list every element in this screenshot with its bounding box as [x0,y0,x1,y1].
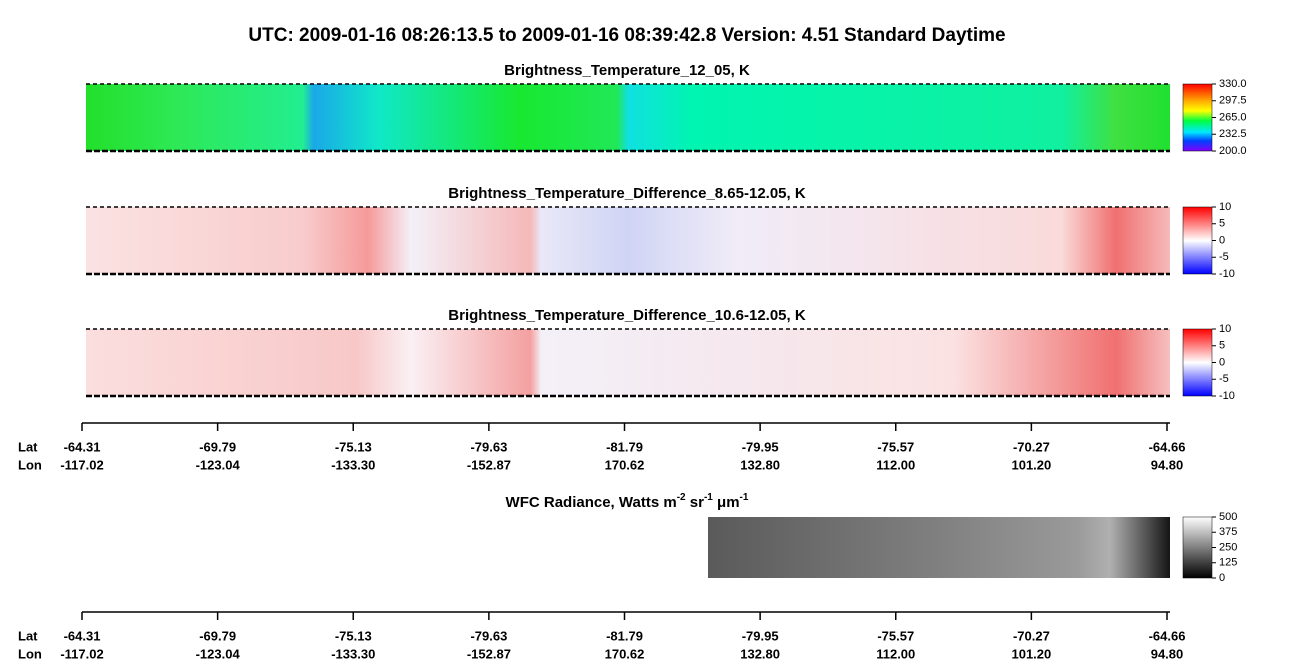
lon-label: -117.02 [60,457,103,472]
colorbar-label: 265.0 [1219,111,1247,123]
lon-label: 112.00 [876,457,915,472]
image-strip [86,84,1170,151]
colorbar-label: -10 [1219,268,1235,280]
colorbar-label: 5 [1219,218,1225,230]
lat-label: -69.79 [199,439,236,454]
lat-label: -70.27 [1013,439,1050,454]
colorbar-label: 232.5 [1219,128,1247,140]
lon-label: 94.80 [1151,457,1184,472]
lon-label: -152.87 [467,457,511,472]
colorbar-label: 10 [1219,323,1231,335]
colorbar-label: -10 [1219,390,1235,402]
lon-label: 132.80 [740,646,780,661]
lon-label: 94.80 [1151,646,1184,661]
colorbar-label: 200.0 [1219,145,1247,157]
row-label: Lon [18,646,42,661]
colorbar-label: 297.5 [1219,95,1247,107]
lat-label: -79.63 [470,439,507,454]
image-strip [86,207,1170,274]
title-part: sr [686,494,705,511]
lat-label: -64.66 [1149,439,1186,454]
row-label: Lat [18,628,38,643]
title-part: -1 [704,492,713,503]
lat-label: -75.13 [335,628,372,643]
colorbar [1182,516,1213,579]
lon-label: -123.04 [196,646,241,661]
colorbar [1182,83,1213,152]
lon-label: -117.02 [60,646,103,661]
colorbar-label: 330.0 [1219,78,1247,90]
lat-label: -69.79 [199,628,236,643]
lon-label: -133.30 [331,646,375,661]
wfc-image [708,517,1170,578]
lat-label: -75.57 [877,439,914,454]
colorbar-label: -5 [1219,251,1229,263]
lat-label: -64.31 [64,628,101,643]
colorbar-label: 250 [1219,541,1237,553]
lon-label: 170.62 [605,646,645,661]
lat-label: -79.63 [470,628,507,643]
row-label: Lat [18,439,38,454]
colorbar-label: 0 [1219,356,1225,368]
lon-label: 170.62 [605,457,645,472]
lat-label: -70.27 [1013,628,1050,643]
colorbar-label: 375 [1219,526,1237,538]
lat-label: -79.95 [742,439,779,454]
colorbar-label: 10 [1219,201,1231,213]
title-part: WFC Radiance, Watts m [506,494,677,511]
colorbar-label: 0 [1219,234,1225,246]
lat-label: -75.13 [335,439,372,454]
panel-title: Brightness_Temperature_Difference_8.65-1… [448,185,806,202]
lat-label: -81.79 [606,628,643,643]
colorbar-label: 0 [1219,572,1225,584]
colorbar [1182,206,1213,275]
lat-label: -64.66 [1149,628,1186,643]
lon-label: 112.00 [876,646,915,661]
page-title: UTC: 2009-01-16 08:26:13.5 to 2009-01-16… [248,25,1005,46]
lon-label: -123.04 [196,457,241,472]
lat-label: -75.57 [877,628,914,643]
title-part: -1 [740,492,749,503]
panel-title: Brightness_Temperature_Difference_10.6-1… [448,307,806,324]
title-part: μm [713,494,740,511]
colorbar-label: 5 [1219,340,1225,352]
lat-label: -64.31 [64,439,101,454]
lat-label: -79.95 [742,628,779,643]
panel-title: Brightness_Temperature_12_05, K [504,62,750,79]
image-strip [86,329,1170,396]
lon-label: -133.30 [331,457,375,472]
panel-title: WFC Radiance, Watts m-2 sr-1 μm-1 [506,492,749,511]
lon-label: 101.20 [1011,646,1051,661]
colorbar [1182,328,1213,397]
lat-label: -81.79 [606,439,643,454]
title-part: -2 [677,492,686,503]
lon-label: 132.80 [740,457,780,472]
colorbar-label: 125 [1219,557,1237,569]
row-label: Lon [18,457,42,472]
colorbar-label: 500 [1219,511,1237,523]
lon-label: -152.87 [467,646,511,661]
colorbar-label: -5 [1219,373,1229,385]
lon-label: 101.20 [1011,457,1051,472]
